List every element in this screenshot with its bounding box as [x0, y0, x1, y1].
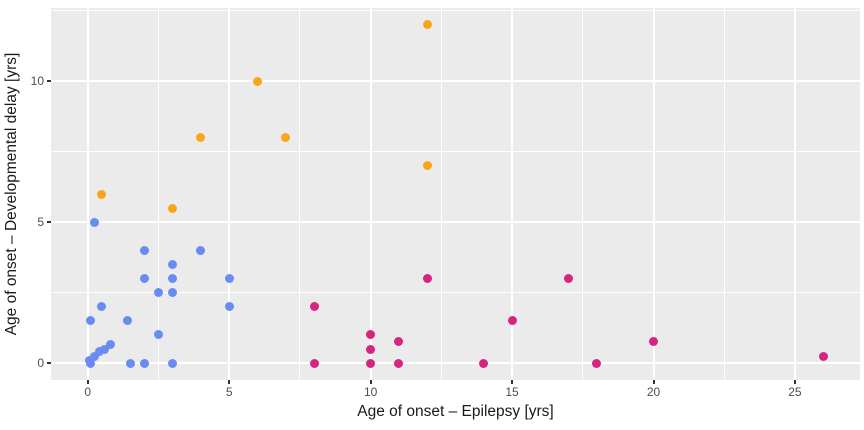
x-major-gridline: [793, 8, 796, 380]
data-point-blue-group: [153, 288, 163, 298]
x-major-gridline: [228, 8, 231, 380]
data-point-pink-group: [507, 316, 517, 326]
x-axis-tick: [793, 380, 796, 384]
y-minor-gridline: [51, 10, 860, 12]
x-minor-gridline: [582, 8, 584, 380]
data-point-pink-group: [366, 358, 376, 368]
x-tick-label: 10: [363, 385, 378, 399]
data-point-blue-group: [224, 274, 234, 284]
data-point-blue-group: [196, 245, 206, 255]
x-tick-label: 0: [84, 385, 92, 399]
x-minor-gridline: [723, 8, 725, 380]
data-point-pink-group: [366, 330, 376, 340]
x-tick-label: 20: [646, 385, 661, 399]
data-point-blue-group: [90, 351, 100, 361]
plot-panel: [51, 8, 860, 380]
x-major-gridline: [652, 8, 655, 380]
x-axis-tick: [86, 380, 89, 384]
data-point-blue-group: [94, 347, 104, 357]
x-major-gridline: [511, 8, 514, 380]
data-point-blue-group: [125, 358, 135, 368]
data-point-blue-group: [122, 316, 132, 326]
x-tick-label: 25: [788, 385, 802, 399]
y-axis-tick: [47, 362, 51, 365]
x-major-gridline: [86, 8, 89, 380]
data-point-orange-group: [281, 133, 291, 143]
data-point-pink-group: [592, 358, 602, 368]
data-point-blue-group: [105, 340, 115, 350]
x-axis-tick: [511, 380, 514, 384]
y-tick-label: 0: [37, 356, 44, 371]
data-point-blue-group: [224, 302, 234, 312]
data-point-blue-group: [153, 330, 163, 340]
y-major-gridline: [51, 362, 860, 365]
y-major-gridline: [51, 221, 860, 224]
data-point-blue-group: [97, 302, 107, 312]
data-point-pink-group: [309, 302, 319, 312]
y-tick-label: 5: [37, 215, 44, 230]
data-point-pink-group: [309, 358, 319, 368]
x-minor-gridline: [157, 8, 159, 380]
x-axis-tick: [652, 380, 655, 384]
data-point-blue-group: [100, 344, 110, 354]
y-axis-title: Age of onset – Developmental delay [yrs]: [3, 52, 20, 336]
y-minor-gridline: [51, 151, 860, 153]
data-point-blue-group: [90, 217, 100, 227]
y-axis-tick: [47, 80, 51, 83]
data-point-orange-group: [196, 133, 206, 143]
data-point-blue-group: [86, 316, 96, 326]
x-axis-tick: [369, 380, 372, 384]
x-tick-label: 5: [225, 385, 233, 399]
data-point-blue-group: [139, 245, 149, 255]
data-point-pink-group: [818, 351, 828, 361]
data-point-pink-group: [649, 337, 658, 347]
x-minor-gridline: [299, 8, 301, 380]
data-point-blue-group: [139, 274, 149, 284]
x-tick-label: 15: [505, 385, 519, 399]
y-major-gridline: [51, 80, 860, 83]
data-point-pink-group: [564, 274, 574, 284]
y-axis-tick: [47, 221, 51, 224]
data-point-blue-group: [168, 288, 178, 298]
data-point-pink-group: [394, 337, 404, 347]
data-point-orange-group: [252, 76, 262, 86]
data-point-orange-group: [97, 189, 107, 199]
data-point-orange-group: [422, 161, 432, 171]
data-point-pink-group: [479, 358, 489, 368]
data-point-pink-group: [394, 358, 404, 368]
data-point-blue-group: [168, 259, 178, 269]
data-point-blue-group: [139, 358, 149, 368]
x-major-gridline: [369, 8, 372, 380]
data-point-blue-group: [86, 358, 96, 368]
x-axis-tick: [228, 380, 231, 384]
data-point-blue-group: [168, 274, 178, 284]
y-minor-gridline: [51, 292, 860, 294]
data-point-blue-group: [168, 358, 178, 368]
data-point-orange-group: [168, 203, 178, 213]
x-axis-title: Age of onset – Epilepsy [yrs]: [357, 403, 554, 420]
data-point-orange-group: [422, 20, 432, 30]
x-minor-gridline: [440, 8, 442, 380]
data-point-pink-group: [366, 344, 376, 354]
y-tick-label: 10: [30, 74, 44, 89]
data-point-pink-group: [422, 274, 432, 284]
